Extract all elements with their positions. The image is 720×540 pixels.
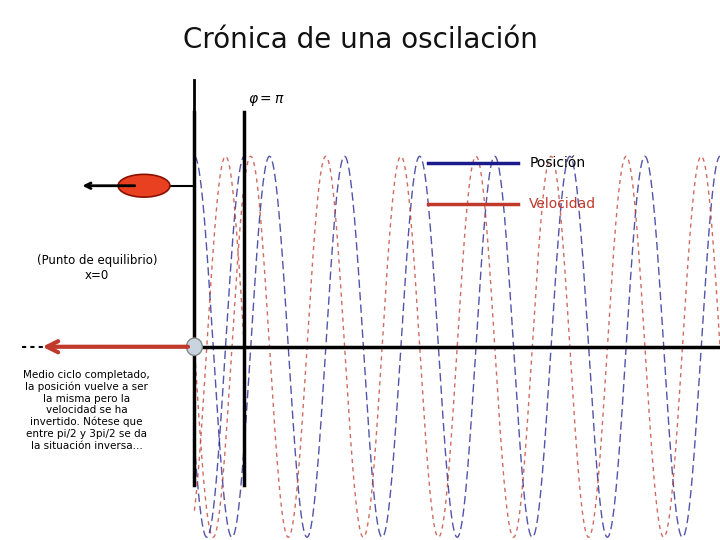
Text: Velocidad: Velocidad xyxy=(529,197,596,211)
Text: Posición: Posición xyxy=(529,156,585,170)
Text: $\varphi = \pi$: $\varphi = \pi$ xyxy=(248,92,284,107)
Text: Crónica de una oscilación: Crónica de una oscilación xyxy=(183,26,537,54)
Ellipse shape xyxy=(118,174,170,197)
Text: Medio ciclo completado,
la posición vuelve a ser
la misma pero la
velocidad se h: Medio ciclo completado, la posición vuel… xyxy=(23,370,150,450)
Ellipse shape xyxy=(186,338,202,355)
Text: (Punto de equilibrio)
x=0: (Punto de equilibrio) x=0 xyxy=(37,254,158,282)
